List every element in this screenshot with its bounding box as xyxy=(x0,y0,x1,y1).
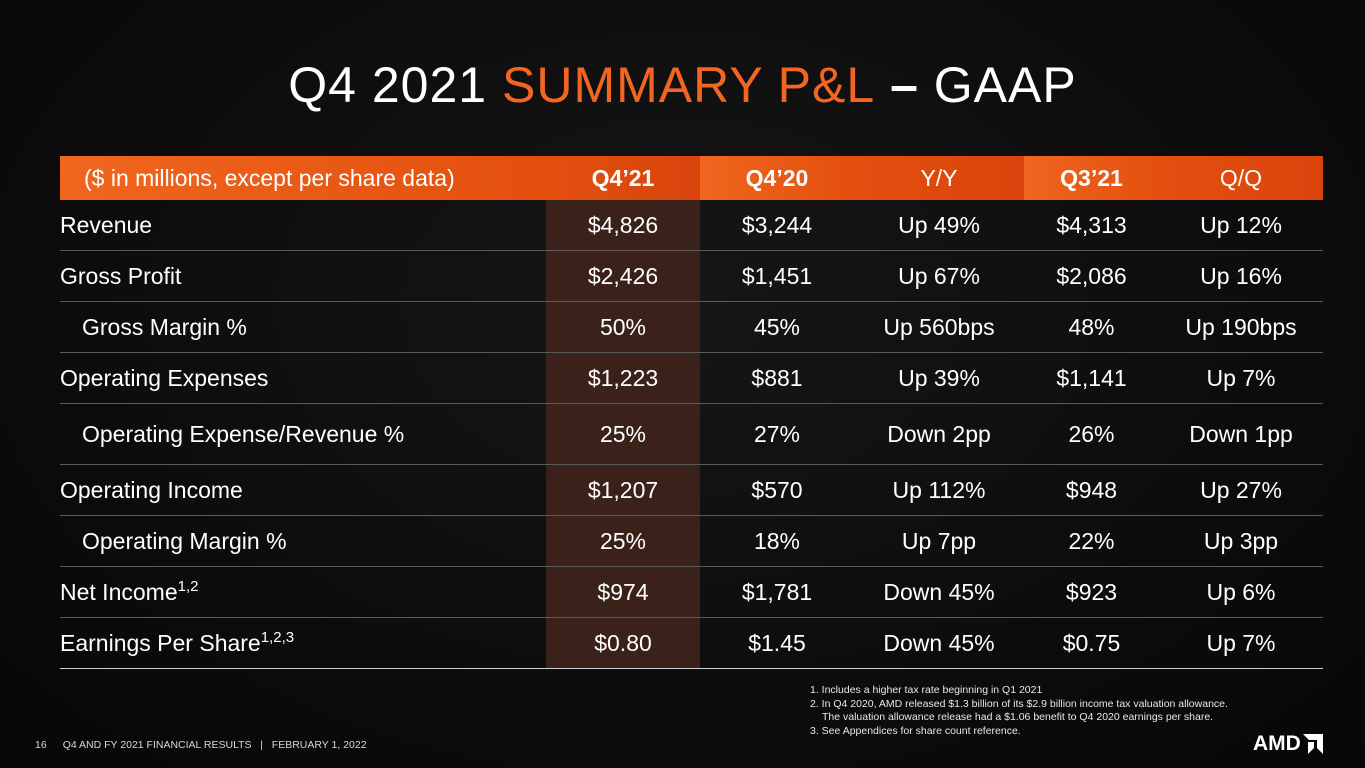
title-part1: Q4 2021 xyxy=(288,57,502,113)
cell-qq: Up 12% xyxy=(1159,200,1323,251)
table-row: Operating Income $1,207 $570 Up 112% $94… xyxy=(60,464,1323,516)
table-row: Operating Expenses $1,223 $881 Up 39% $1… xyxy=(60,352,1323,404)
row-label: Earnings Per Share1,2,3 xyxy=(60,617,546,669)
cell-yy: Up 7pp xyxy=(854,515,1024,567)
footnote-ref: 1,2,3 xyxy=(260,629,295,646)
cell-yy: Up 67% xyxy=(854,250,1024,302)
amd-arrow-icon xyxy=(1302,733,1323,754)
row-label: Operating Expense/Revenue % xyxy=(60,403,546,465)
table-row: Gross Profit $2,426 $1,451 Up 67% $2,086… xyxy=(60,250,1323,302)
cell-q4-21: 50% xyxy=(546,301,700,353)
footnote-1: 1. Includes a higher tax rate beginning … xyxy=(810,684,1043,696)
header-q4-21: Q4’21 xyxy=(546,156,700,200)
cell-q3-21: $0.75 xyxy=(1024,617,1159,669)
cell-yy: Up 49% xyxy=(854,200,1024,251)
footnote-2: 2. In Q4 2020, AMD released $1.3 billion… xyxy=(810,697,1228,710)
title-part2: GAAP xyxy=(933,57,1077,113)
cell-q4-21: 25% xyxy=(546,515,700,567)
cell-q4-20: $1,451 xyxy=(700,250,854,302)
table-row: Net Income1,2 $974 $1,781 Down 45% $923 … xyxy=(60,566,1323,618)
table-row: Operating Expense/Revenue % 25% 27% Down… xyxy=(60,403,1323,465)
cell-qq: Up 190bps xyxy=(1159,301,1323,353)
cell-q4-21: $2,426 xyxy=(546,250,700,302)
footer: 16 Q4 AND FY 2021 FINANCIAL RESULTS | FEB… xyxy=(35,739,367,751)
footer-text: Q4 AND FY 2021 FINANCIAL RESULTS | FEBRU… xyxy=(62,739,367,751)
cell-yy: Down 45% xyxy=(854,617,1024,669)
row-label: Net Income1,2 xyxy=(60,566,546,618)
cell-q3-21: $923 xyxy=(1024,566,1159,618)
cell-yy: Up 39% xyxy=(854,352,1024,404)
table-row: Gross Margin % 50% 45% Up 560bps 48% Up … xyxy=(60,301,1323,353)
cell-q3-21: $948 xyxy=(1024,464,1159,516)
cell-q4-20: 18% xyxy=(700,515,854,567)
cell-q3-21: $4,313 xyxy=(1024,200,1159,251)
footnote-3: 3. See Appendices for share count refere… xyxy=(810,724,1021,737)
cell-q3-21: 22% xyxy=(1024,515,1159,567)
cell-q4-20: $881 xyxy=(700,352,854,404)
cell-q4-20: $1.45 xyxy=(700,617,854,669)
footnote-ref: 1,2 xyxy=(177,578,199,595)
header-qq: Q/Q xyxy=(1159,156,1323,200)
cell-q3-21: $1,141 xyxy=(1024,352,1159,404)
cell-qq: Up 6% xyxy=(1159,566,1323,618)
cell-q4-21: $0.80 xyxy=(546,617,700,669)
cell-q4-20: $1,781 xyxy=(700,566,854,618)
footnotes: 1. Includes a higher tax rate beginning … xyxy=(810,684,1228,738)
table-row: Earnings Per Share1,2,3 $0.80 $1.45 Down… xyxy=(60,617,1323,669)
table-row: Operating Margin % 25% 18% Up 7pp 22% Up… xyxy=(60,515,1323,567)
cell-qq: Down 1pp xyxy=(1159,403,1323,465)
cell-yy: Up 560bps xyxy=(854,301,1024,353)
header-yy: Y/Y xyxy=(854,156,1024,200)
cell-q4-20: 45% xyxy=(700,301,854,353)
cell-q4-21: $1,207 xyxy=(546,464,700,516)
cell-q3-21: 48% xyxy=(1024,301,1159,353)
cell-q4-21: $1,223 xyxy=(546,352,700,404)
cell-q3-21: $2,086 xyxy=(1024,250,1159,302)
table-header-row: ($ in millions, except per share data) Q… xyxy=(60,156,1323,200)
page-number: 16 xyxy=(35,739,47,751)
header-label: ($ in millions, except per share data) xyxy=(60,156,546,200)
cell-q4-20: 27% xyxy=(700,403,854,465)
cell-q4-21: $974 xyxy=(546,566,700,618)
amd-logo: AMD xyxy=(1253,733,1323,754)
pl-table: ($ in millions, except per share data) Q… xyxy=(60,156,1323,669)
table-row: Revenue $4,826 $3,244 Up 49% $4,313 Up 1… xyxy=(60,200,1323,251)
cell-q4-20: $3,244 xyxy=(700,200,854,251)
row-label: Operating Income xyxy=(60,464,546,516)
row-label: Revenue xyxy=(60,200,546,251)
cell-yy: Down 45% xyxy=(854,566,1024,618)
cell-qq: Up 7% xyxy=(1159,617,1323,669)
header-q3-21: Q3’21 xyxy=(1024,156,1159,200)
cell-q4-20: $570 xyxy=(700,464,854,516)
cell-q3-21: 26% xyxy=(1024,403,1159,465)
title-dash: – xyxy=(875,57,934,113)
page-title: Q4 2021 SUMMARY P&L – GAAP xyxy=(0,56,1365,114)
cell-qq: Up 3pp xyxy=(1159,515,1323,567)
footnote-2-continued: The valuation allowance release had a $1… xyxy=(822,711,1214,723)
row-label: Gross Profit xyxy=(60,250,546,302)
header-q4-20: Q4’20 xyxy=(700,156,854,200)
cell-qq: Up 16% xyxy=(1159,250,1323,302)
logo-text: AMD xyxy=(1253,732,1301,755)
cell-q4-21: $4,826 xyxy=(546,200,700,251)
row-label: Operating Expenses xyxy=(60,352,546,404)
row-label: Operating Margin % xyxy=(60,515,546,567)
cell-qq: Up 27% xyxy=(1159,464,1323,516)
cell-qq: Up 7% xyxy=(1159,352,1323,404)
cell-yy: Up 112% xyxy=(854,464,1024,516)
cell-q4-21: 25% xyxy=(546,403,700,465)
cell-yy: Down 2pp xyxy=(854,403,1024,465)
row-label: Gross Margin % xyxy=(60,301,546,353)
title-accent: SUMMARY P&L xyxy=(502,57,876,113)
